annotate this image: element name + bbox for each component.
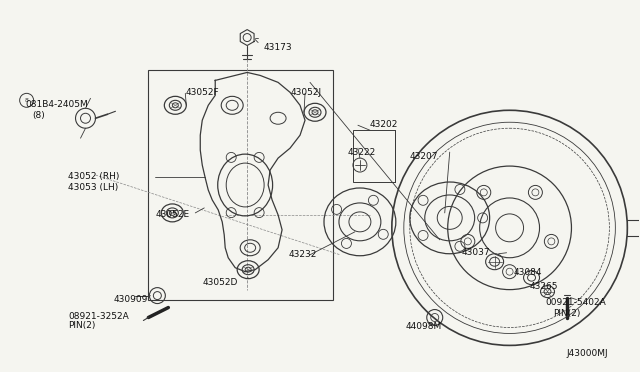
Text: 08921-3252A: 08921-3252A — [68, 311, 129, 321]
Text: 43207: 43207 — [410, 152, 438, 161]
Bar — [148, 70, 333, 299]
Text: 44098M: 44098M — [406, 323, 442, 331]
Text: 43052F: 43052F — [186, 89, 219, 97]
Text: 081B4-2405M: 081B4-2405M — [26, 100, 88, 109]
Text: 00921-5402A: 00921-5402A — [545, 298, 606, 307]
Text: J43000MJ: J43000MJ — [566, 349, 608, 358]
Text: 43037: 43037 — [461, 248, 490, 257]
Text: (8): (8) — [33, 111, 45, 120]
Text: PIN(2): PIN(2) — [68, 321, 96, 330]
Text: 43052J: 43052J — [290, 89, 321, 97]
Text: 43052E: 43052E — [156, 210, 189, 219]
Text: 430909: 430909 — [113, 295, 148, 304]
Text: 43084: 43084 — [513, 268, 542, 277]
Text: 43053 (LH): 43053 (LH) — [68, 183, 118, 192]
Bar — [353, 130, 395, 182]
Text: 8: 8 — [25, 98, 29, 103]
Text: 43232: 43232 — [288, 250, 316, 259]
Text: PIN(2): PIN(2) — [554, 308, 581, 318]
Text: 43052D: 43052D — [202, 278, 237, 287]
Text: 43173: 43173 — [263, 42, 292, 52]
Text: 43265: 43265 — [529, 282, 558, 291]
Text: 43052 (RH): 43052 (RH) — [68, 172, 119, 181]
Text: 43202: 43202 — [370, 120, 398, 129]
Text: 43222: 43222 — [348, 148, 376, 157]
